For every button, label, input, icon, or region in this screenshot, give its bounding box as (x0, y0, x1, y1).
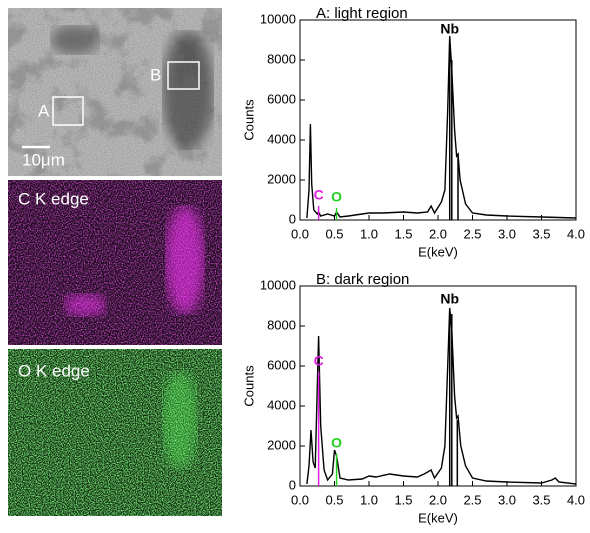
o-map: O K edge (8, 349, 222, 516)
y-tick-label: 10000 (260, 11, 296, 26)
chart-title: A: light region (316, 5, 408, 22)
y-axis-label: Counts (241, 365, 256, 407)
y-tick-label: 0 (289, 477, 296, 492)
x-tick-label: 0.5 (325, 226, 343, 241)
x-tick-label: 3.0 (498, 492, 516, 507)
y-tick-label: 6000 (267, 357, 296, 372)
x-tick-label: 2.5 (463, 492, 481, 507)
x-axis-label: E(keV) (418, 244, 458, 259)
sem-image: A B 10μm (8, 8, 222, 176)
x-tick-label: 0.0 (291, 226, 309, 241)
x-tick-label: 3.5 (532, 492, 550, 507)
map-label: C K edge (18, 189, 89, 208)
y-tick-label: 8000 (267, 317, 296, 332)
x-tick-label: 0.5 (325, 492, 343, 507)
y-tick-label: 2000 (267, 437, 296, 452)
box-label: B (150, 65, 161, 84)
x-tick-label: 1.5 (394, 492, 412, 507)
c-map: C K edge (8, 180, 222, 345)
y-axis-label: Counts (241, 99, 256, 141)
x-tick-label: 3.5 (532, 226, 550, 241)
y-tick-label: 0 (289, 211, 296, 226)
x-axis-label: E(keV) (418, 510, 458, 525)
x-tick-label: 4.0 (567, 492, 585, 507)
peak-label: C (314, 353, 324, 369)
peak-label: O (331, 189, 342, 205)
y-tick-label: 6000 (267, 91, 296, 106)
x-tick-label: 3.0 (498, 226, 516, 241)
plot-frame (299, 285, 577, 487)
y-tick-label: 4000 (267, 397, 296, 412)
peak-label: Nb (440, 291, 459, 307)
chart-title: B: dark region (316, 271, 409, 288)
x-tick-label: 4.0 (567, 226, 585, 241)
y-tick-label: 10000 (260, 277, 296, 292)
peak-label: Nb (440, 21, 459, 37)
map-label: O K edge (18, 361, 90, 380)
peak-label: C (314, 187, 324, 203)
spectrum-line (306, 307, 577, 485)
x-tick-label: 1.5 (394, 226, 412, 241)
scale-bar-label: 10μm (22, 150, 65, 169)
y-tick-label: 8000 (267, 51, 296, 66)
x-tick-label: 2.5 (463, 226, 481, 241)
x-tick-label: 1.0 (360, 492, 378, 507)
box-label: A (38, 101, 50, 120)
y-tick-label: 4000 (267, 131, 296, 146)
peak-label: O (331, 435, 342, 451)
x-tick-label: 0.0 (291, 492, 309, 507)
x-tick-label: 2.0 (429, 492, 447, 507)
y-tick-label: 2000 (267, 171, 296, 186)
x-tick-label: 2.0 (429, 226, 447, 241)
x-tick-label: 1.0 (360, 226, 378, 241)
spectrum-line (306, 35, 577, 219)
